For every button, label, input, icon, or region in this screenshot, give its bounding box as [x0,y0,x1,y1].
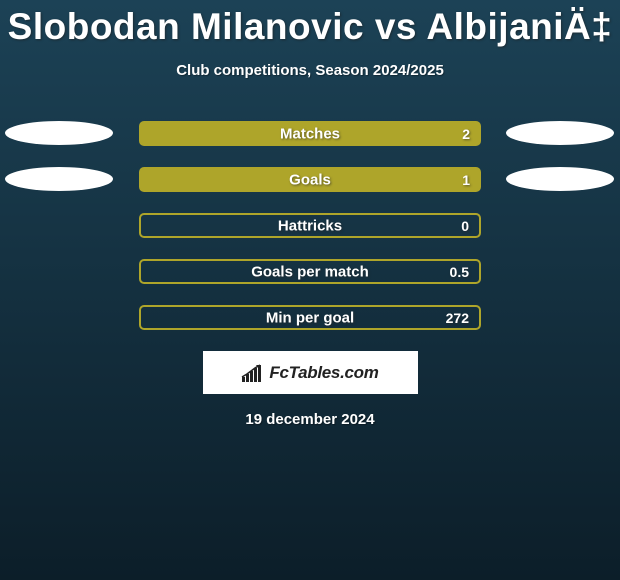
ellipse-right [506,167,614,191]
content-area: Slobodan Milanovic vs AlbijaniÄ‡ Club co… [0,0,620,428]
logo-box: FcTables.com [203,351,418,394]
logo-text: FcTables.com [269,363,378,383]
stat-value: 2 [462,126,470,142]
stat-row: Min per goal 272 [0,305,620,330]
stat-label: Hattricks [278,217,342,234]
ellipse-left [5,121,113,145]
ellipse-right [506,121,614,145]
stat-value: 1 [462,172,470,188]
stat-value: 0.5 [450,264,469,280]
stat-value: 272 [446,310,469,326]
subtitle: Club competitions, Season 2024/2025 [0,62,620,79]
stat-row: Goals per match 0.5 [0,259,620,284]
stat-label: Matches [280,125,340,142]
stat-value: 0 [461,218,469,234]
stat-bar: Hattricks 0 [139,213,481,238]
stat-bar: Goals per match 0.5 [139,259,481,284]
stat-row: Goals 1 [0,167,620,192]
stat-label: Goals [289,171,331,188]
stat-row: Matches 2 [0,121,620,146]
date-text: 19 december 2024 [0,411,620,428]
ellipse-left [5,167,113,191]
stat-bar: Matches 2 [139,121,481,146]
stat-row: Hattricks 0 [0,213,620,238]
stat-rows-container: Matches 2 Goals 1 Hattricks 0 Goals per match 0… [0,121,620,330]
bar-chart-icon [241,363,263,383]
stat-bar: Goals 1 [139,167,481,192]
stat-label: Min per goal [266,309,354,326]
stat-label: Goals per match [251,263,369,280]
page-title: Slobodan Milanovic vs AlbijaniÄ‡ [0,0,620,48]
stat-bar: Min per goal 272 [139,305,481,330]
